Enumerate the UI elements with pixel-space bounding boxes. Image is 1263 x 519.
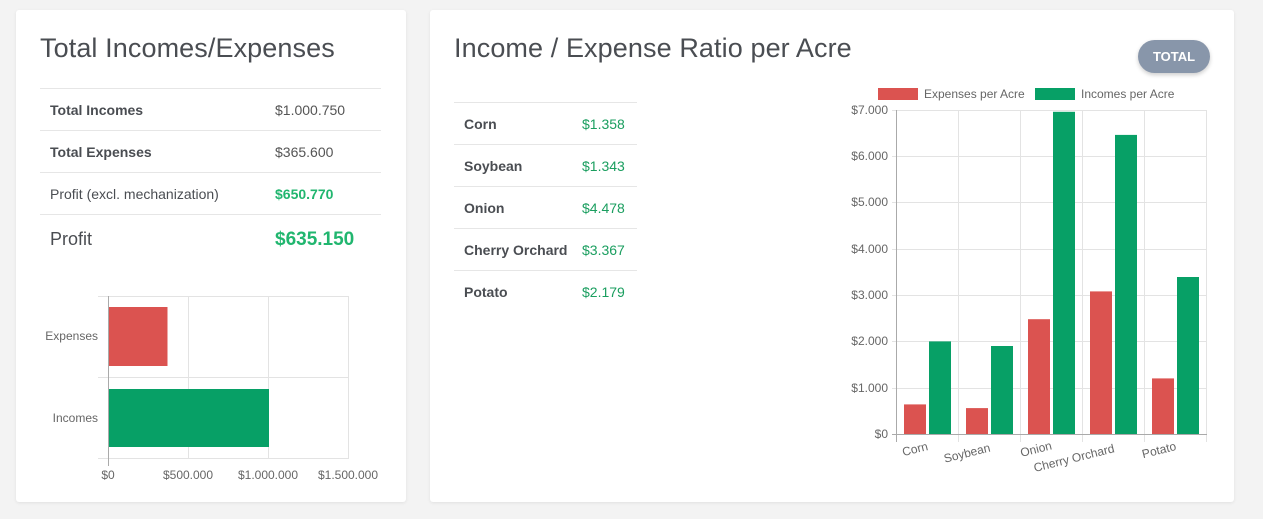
table-row: Corn $1.358: [454, 102, 637, 145]
bar-soybean-expense[interactable]: [966, 408, 988, 434]
table-row: Profit $635.150: [40, 214, 381, 265]
crop-label: Corn: [454, 102, 572, 145]
bar-potato-expense[interactable]: [1152, 378, 1174, 434]
totals-table: Total Incomes $1.000.750 Total Expenses …: [40, 88, 381, 265]
x-label: Soybean: [942, 441, 991, 466]
total-expenses-value: $365.600: [265, 130, 381, 173]
y-tick: $1.000: [851, 381, 888, 395]
total-button[interactable]: TOTAL: [1138, 40, 1210, 73]
profit-label: Profit: [40, 214, 265, 265]
legend-label-incomes[interactable]: Incomes per Acre: [1081, 87, 1175, 101]
profit-excl-label: Profit (excl. mechanization): [40, 172, 265, 215]
y-tick: $6.000: [851, 149, 888, 163]
crop-label: Onion: [454, 186, 572, 229]
expenses-series: [904, 291, 1174, 434]
bar-soybean-income[interactable]: [991, 346, 1013, 434]
profit-value: $635.150: [265, 214, 381, 265]
per-acre-bar-chart: Expenses per Acre Incomes per Acre $0 $1…: [851, 87, 1207, 475]
crop-ratio: $4.478: [572, 186, 637, 229]
x-tick: $0: [101, 468, 115, 482]
bar-onion-expense[interactable]: [1028, 319, 1050, 434]
crop-label: Soybean: [454, 144, 572, 187]
total-incomes-value: $1.000.750: [265, 88, 381, 131]
x-tick: $500.000: [163, 468, 213, 482]
y-tick: $2.000: [851, 334, 888, 348]
x-tick: $1.000.000: [238, 468, 298, 482]
table-row: Potato $2.179: [454, 270, 637, 313]
expenses-bar: [109, 307, 168, 366]
bar-potato-income[interactable]: [1177, 277, 1199, 434]
crop-label: Potato: [454, 270, 572, 313]
profit-excl-value: $650.770: [265, 172, 381, 215]
legend-swatch-expenses: [878, 88, 918, 100]
y-label-incomes: Incomes: [53, 411, 98, 425]
crop-ratio: $3.367: [572, 228, 637, 271]
legend-swatch-incomes: [1035, 88, 1075, 100]
table-row: Total Expenses $365.600: [40, 130, 381, 173]
y-label-expenses: Expenses: [45, 329, 98, 343]
bar-cherry-income[interactable]: [1115, 134, 1137, 434]
y-tick: $5.000: [851, 195, 888, 209]
chart-legend: Expenses per Acre Incomes per Acre: [878, 87, 1175, 101]
crop-label: Cherry Orchard: [454, 228, 572, 271]
bar-onion-income[interactable]: [1053, 111, 1075, 435]
ratio-table: Corn $1.358 Soybean $1.343 Onion $4.478 Che…: [454, 102, 637, 313]
y-tick: $7.000: [851, 103, 888, 117]
table-row: Cherry Orchard $3.367: [454, 228, 637, 271]
legend-label-expenses[interactable]: Expenses per Acre: [924, 87, 1025, 101]
total-expenses-label: Total Expenses: [40, 130, 265, 173]
x-label: Corn: [901, 439, 930, 459]
table-row: Total Incomes $1.000.750: [40, 88, 381, 131]
x-label: Potato: [1141, 439, 1178, 461]
bar-corn-income[interactable]: [929, 341, 951, 434]
table-row: Profit (excl. mechanization) $650.770: [40, 172, 381, 215]
y-tick: $3.000: [851, 288, 888, 302]
bar-corn-expense[interactable]: [904, 404, 926, 434]
table-row: Soybean $1.343: [454, 144, 637, 187]
totals-bar-chart: Expenses Incomes $0 $500.000 $1.000.000 …: [45, 296, 378, 482]
table-row: Onion $4.478: [454, 186, 637, 229]
crop-ratio: $1.343: [572, 144, 637, 187]
ratio-card: Income / Expense Ratio per Acre TOTAL Co…: [430, 10, 1234, 502]
totals-title: Total Incomes/Expenses: [40, 33, 335, 63]
totals-card: Total Incomes/Expenses Total Incomes $1.…: [16, 10, 406, 502]
x-tick: $1.500.000: [318, 468, 378, 482]
bar-cherry-expense[interactable]: [1090, 291, 1112, 434]
ratio-title: Income / Expense Ratio per Acre: [454, 33, 852, 63]
total-incomes-label: Total Incomes: [40, 88, 265, 131]
incomes-series: [929, 111, 1199, 435]
y-tick: $4.000: [851, 242, 888, 256]
crop-ratio: $1.358: [572, 102, 637, 145]
crop-ratio: $2.179: [572, 270, 637, 313]
y-tick: $0: [875, 427, 889, 441]
incomes-bar: [109, 389, 269, 447]
